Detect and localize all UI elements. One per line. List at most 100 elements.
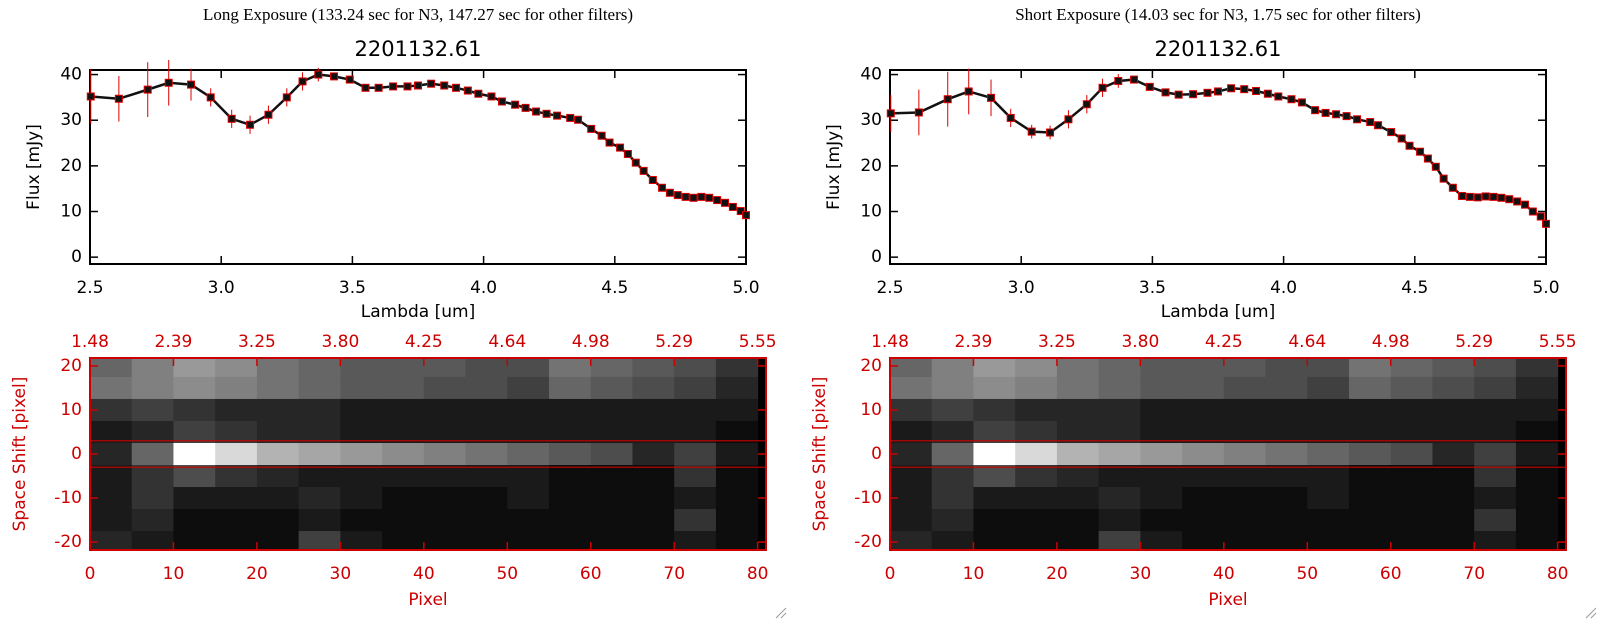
image-cell (1182, 465, 1225, 488)
chart-title: 2201132.61 (355, 37, 482, 61)
image-cell (465, 531, 508, 551)
image-cell (1015, 358, 1058, 378)
data-point (345, 75, 354, 84)
data-point (1174, 90, 1183, 99)
image-cell (1015, 376, 1058, 400)
image-cell (215, 358, 258, 378)
data-point (705, 193, 714, 202)
data-point (1528, 207, 1537, 216)
image-cell (931, 531, 974, 551)
y-tick-label: 20 (60, 156, 82, 176)
image-cell (1056, 487, 1100, 510)
x2-tick-label: 1.48 (71, 332, 109, 352)
image-cell (1474, 442, 1517, 466)
x-tick-label: 10 (163, 564, 185, 584)
image-cell (590, 465, 633, 488)
y-axis-label: Flux [mJy] (24, 124, 44, 210)
image-cell (1265, 465, 1308, 488)
image-cell (1432, 442, 1475, 466)
y-axis-label: Space Shift [pixel] (10, 377, 30, 532)
image-cell (382, 465, 425, 488)
image-cell (1140, 398, 1183, 422)
image-cell (256, 509, 300, 532)
image-cell (674, 358, 717, 378)
image-cell (1349, 420, 1392, 444)
image-cell (715, 465, 759, 488)
image-cell (549, 465, 592, 488)
image-cell (674, 531, 717, 551)
data-point (206, 93, 215, 102)
image-cell (1349, 531, 1392, 551)
image-cell (131, 420, 174, 444)
image-cell (465, 465, 508, 488)
image-cell (1265, 509, 1308, 532)
data-point (187, 80, 196, 89)
image-cell (423, 376, 467, 400)
x2-tick-label: 4.64 (488, 332, 526, 352)
x-tick-label: 40 (413, 564, 435, 584)
image-cell (1307, 509, 1350, 532)
image-cell (632, 398, 675, 422)
image-cell (1223, 358, 1267, 378)
image-cell (1223, 420, 1267, 444)
y-tick-label: 20 (860, 156, 882, 176)
data-point (605, 138, 614, 147)
image-cell (715, 442, 759, 466)
image-cell (590, 376, 633, 400)
image-cell (1140, 442, 1183, 466)
image-cell (340, 465, 383, 488)
image-cell (1515, 398, 1559, 422)
image-cell (1474, 358, 1517, 378)
y-tick-label: 30 (60, 110, 82, 130)
x-tick-label: 60 (1380, 564, 1402, 584)
image-cell (507, 531, 550, 551)
data-point (1098, 83, 1107, 92)
image-cell (674, 487, 717, 510)
image-cell (1432, 465, 1475, 488)
data-point (886, 109, 895, 118)
image-cell (890, 358, 933, 378)
image-cell (340, 531, 383, 551)
image-cell (465, 398, 508, 422)
image-cell (173, 531, 216, 551)
x2-tick-label: 4.25 (1205, 332, 1243, 352)
image-cell (1515, 376, 1559, 400)
image-cell (1307, 358, 1350, 378)
data-point (1130, 75, 1139, 84)
resize-grip (775, 607, 1597, 619)
x-tick-label: 80 (747, 564, 769, 584)
image-cell (1307, 531, 1350, 551)
image-cell (340, 376, 383, 400)
image-cell (131, 509, 174, 532)
image-cell (1265, 442, 1308, 466)
data-point (1387, 128, 1396, 137)
y-axis-label: Flux [mJy] (824, 124, 844, 210)
image-cell (1098, 487, 1141, 510)
image-cell (423, 465, 467, 488)
x-tick-label: 5.0 (1532, 278, 1559, 298)
data-point (114, 94, 123, 103)
image-cell (1432, 420, 1475, 444)
image-cell (1098, 358, 1141, 378)
image-cell (298, 487, 341, 510)
data-point (1458, 191, 1467, 200)
data-point (282, 93, 291, 102)
image-cell (1265, 376, 1308, 400)
image-cell (256, 487, 300, 510)
image-cell (890, 376, 933, 400)
data-point (427, 79, 436, 88)
image-cell (423, 442, 467, 466)
x-tick-label: 70 (663, 564, 685, 584)
data-point (648, 176, 657, 185)
image-cell (215, 420, 258, 444)
image-cell (1349, 376, 1392, 400)
image-cell (1390, 398, 1433, 422)
image-cell (1515, 420, 1559, 444)
y-tick-label: 20 (860, 356, 882, 376)
image-cell (1474, 509, 1517, 532)
image-cell (1182, 509, 1225, 532)
x2-tick-label: 5.29 (1455, 332, 1493, 352)
data-point (1332, 110, 1341, 119)
image-cell (507, 509, 550, 532)
